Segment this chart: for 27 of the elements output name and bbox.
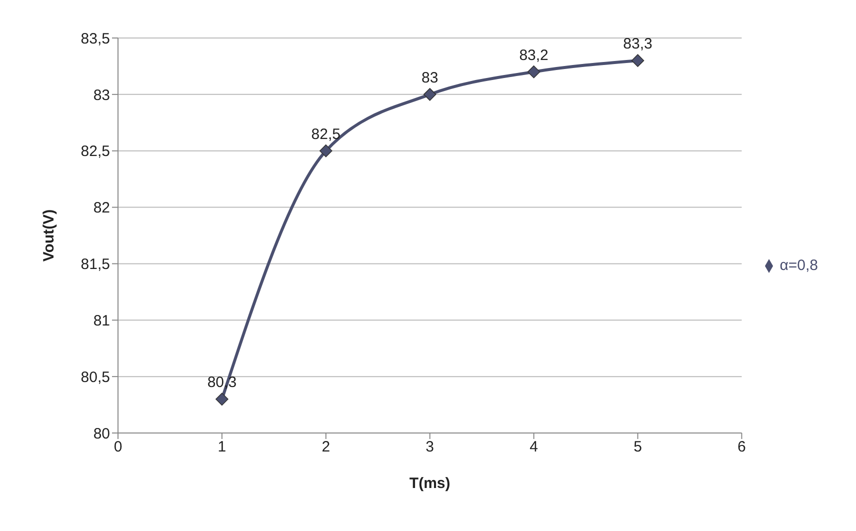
x-tick-label: 5 bbox=[634, 438, 642, 456]
data-label: 82,5 bbox=[311, 126, 341, 143]
legend-label: α=0,8 bbox=[780, 257, 818, 274]
y-tick-label: 81 bbox=[93, 312, 110, 330]
y-tick-label: 83 bbox=[93, 86, 110, 104]
point bbox=[216, 392, 228, 406]
x-tick-label: 4 bbox=[530, 438, 538, 456]
y-tick-label: 82 bbox=[93, 200, 110, 217]
data-label: 83,2 bbox=[519, 46, 548, 64]
point bbox=[320, 144, 332, 158]
y-tick-label: 80,5 bbox=[80, 368, 110, 386]
x-tick-label: 0 bbox=[114, 438, 122, 456]
x-tick-label: 1 bbox=[218, 438, 226, 456]
y-tick-label: 83,5 bbox=[80, 30, 110, 48]
y-tick-label: 80 bbox=[93, 425, 110, 442]
point bbox=[631, 54, 644, 67]
y-tick-label: 82,5 bbox=[80, 143, 110, 160]
y-tick-label: 81,5 bbox=[80, 256, 110, 274]
x-tick-label: 2 bbox=[322, 438, 330, 456]
y-axis-title: Vout(V) bbox=[40, 209, 58, 262]
x-axis-title: T(ms) bbox=[409, 475, 450, 492]
data-label: 83 bbox=[422, 69, 438, 86]
x-tick-label: 6 bbox=[738, 438, 746, 456]
point bbox=[527, 65, 540, 78]
x-tick-label: 3 bbox=[426, 438, 434, 456]
data-label: 83,3 bbox=[623, 36, 652, 53]
point bbox=[423, 88, 436, 101]
